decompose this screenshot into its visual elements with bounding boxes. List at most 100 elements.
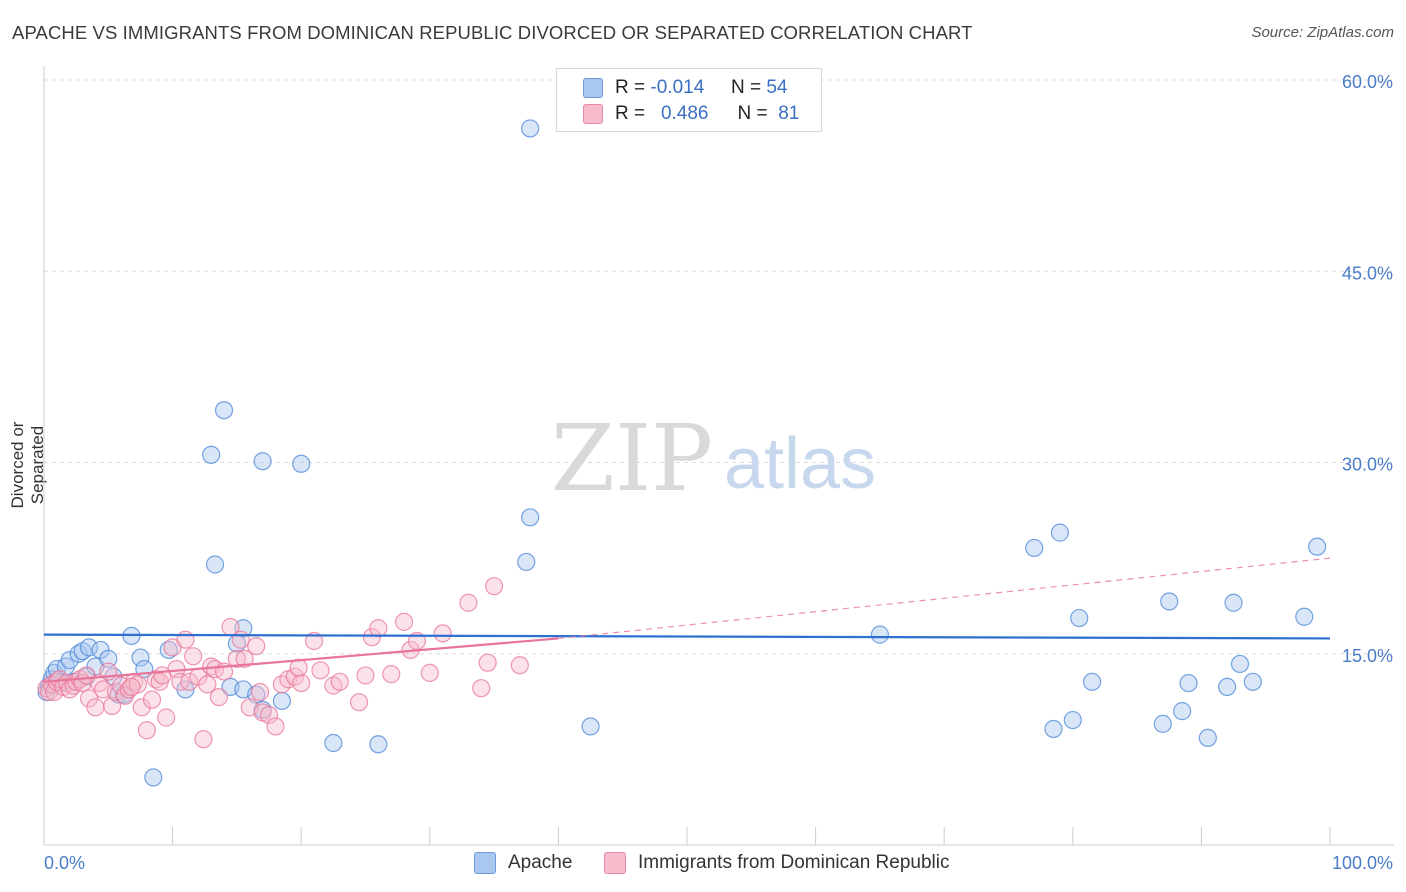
apache-point [214,401,234,420]
y-tick-label: 30.0% [1342,455,1393,475]
apache-point [521,119,540,138]
apache-point [870,625,890,644]
bottom-legend-label-apache: Apache [508,852,573,873]
legend-n-value-apache: 54 [766,77,788,98]
dominican-point [266,717,285,736]
apache-point [79,638,99,657]
apache-point [1160,592,1179,611]
apache-point [131,648,150,667]
axis-labels: 15.0% 30.0% 45.0% 60.0% 0.0% 100.0% [44,72,1393,873]
dominican-point [153,666,172,685]
apache-point [1179,673,1198,693]
apache-point [234,619,253,638]
dominican-point [157,708,176,727]
dominican-point [369,619,388,638]
legend-r-value-dominican: 0.486 [660,103,709,124]
dominican-point [311,661,330,680]
dominican-point [472,679,491,698]
dominican-point [86,698,105,717]
apache-point [1044,719,1063,739]
legend-r-label: R = [615,77,646,98]
apache-point [1063,710,1082,730]
gridlines [44,79,1394,655]
dominican-point [510,656,529,675]
dominican-point [485,577,504,596]
bottom-legend: Apache Immigrants from Dominican Republi… [0,852,1406,878]
legend-row-dominican: R = 0.486 N = 81 [583,102,799,126]
correlation-legend: R = -0.014 N = 54 R = 0.486 N = 81 [556,68,822,132]
apache-point [324,733,343,753]
apache-point [1198,728,1217,748]
apache-point [144,768,163,787]
bottom-legend-swatch-apache [474,852,496,874]
y-tick-label: 45.0% [1342,263,1393,283]
dominican-point [227,649,246,668]
legend-n-label: N = [737,103,768,124]
dominican-point [394,612,414,631]
dominican-point [142,690,162,709]
apache-trend-line [43,633,1331,640]
dominican-point [198,675,217,694]
apache-point [1295,607,1314,626]
apache-point [369,735,388,754]
apache-point [1224,593,1243,612]
apache-point [1230,654,1250,674]
dominican-point [459,593,478,612]
apache-point [202,445,221,464]
apache-point [1308,537,1327,556]
apache-point [581,717,600,736]
source-label: Source: ZipAtlas.com [1251,24,1394,41]
dominican-point [420,663,439,682]
apache-point [1173,702,1192,721]
dominican-point [292,673,311,693]
apache-point [272,691,292,711]
dominican-points [37,577,529,749]
axes [43,66,1394,846]
bottom-legend-label-dominican: Immigrants from Dominican Republic [638,852,950,873]
dominican-point [122,677,141,697]
dominican-point [433,624,452,643]
dominican-point [356,666,375,685]
apache-point [292,454,311,473]
dominican-point [478,653,497,672]
watermark-atlas: atlas [724,424,876,504]
y-tick-label: 60.0% [1342,72,1393,92]
apache-point [1070,608,1089,628]
dominican-point [362,628,382,647]
dominican-point [184,647,203,666]
bottom-legend-dominican: Immigrants from Dominican Republic [604,852,950,874]
y-tick-label: 15.0% [1342,646,1393,666]
apache-point [60,651,79,670]
dominican-point [259,705,279,725]
dominican-point [194,730,213,749]
x-tick-label-max: 100.0% [1332,853,1393,873]
x-tick-label-min: 0.0% [44,853,85,873]
apache-point [1153,714,1172,733]
dominican-point [231,630,250,649]
legend-n-value-dominican: 81 [778,103,800,124]
dominican-point [209,687,228,707]
dominican-point [103,696,122,716]
apache-point [517,552,536,572]
apache-point [521,508,540,527]
dominican-point [330,672,349,691]
legend-row-apache: R = -0.014 N = 54 [583,76,787,100]
apache-point [253,452,272,471]
bottom-legend-swatch-dominican [604,852,626,874]
trend-lines [43,557,1331,683]
watermark: ZIP atlas [551,405,876,512]
apache-point [1025,538,1044,558]
dominican-point [304,631,324,651]
chart-title: APACHE VS IMMIGRANTS FROM DOMINICAN REPU… [12,22,973,43]
legend-swatch-dominican [583,104,603,124]
apache-point [1050,523,1070,542]
dominican-point [180,672,199,691]
dominican-point [79,689,99,708]
legend-r-value-apache: -0.014 [650,77,705,98]
legend-r-label: R = [615,103,646,124]
watermark-zip: ZIP [551,405,713,512]
dominican-point [382,665,401,684]
dominican-point [176,630,195,649]
apache-point [1243,672,1262,691]
